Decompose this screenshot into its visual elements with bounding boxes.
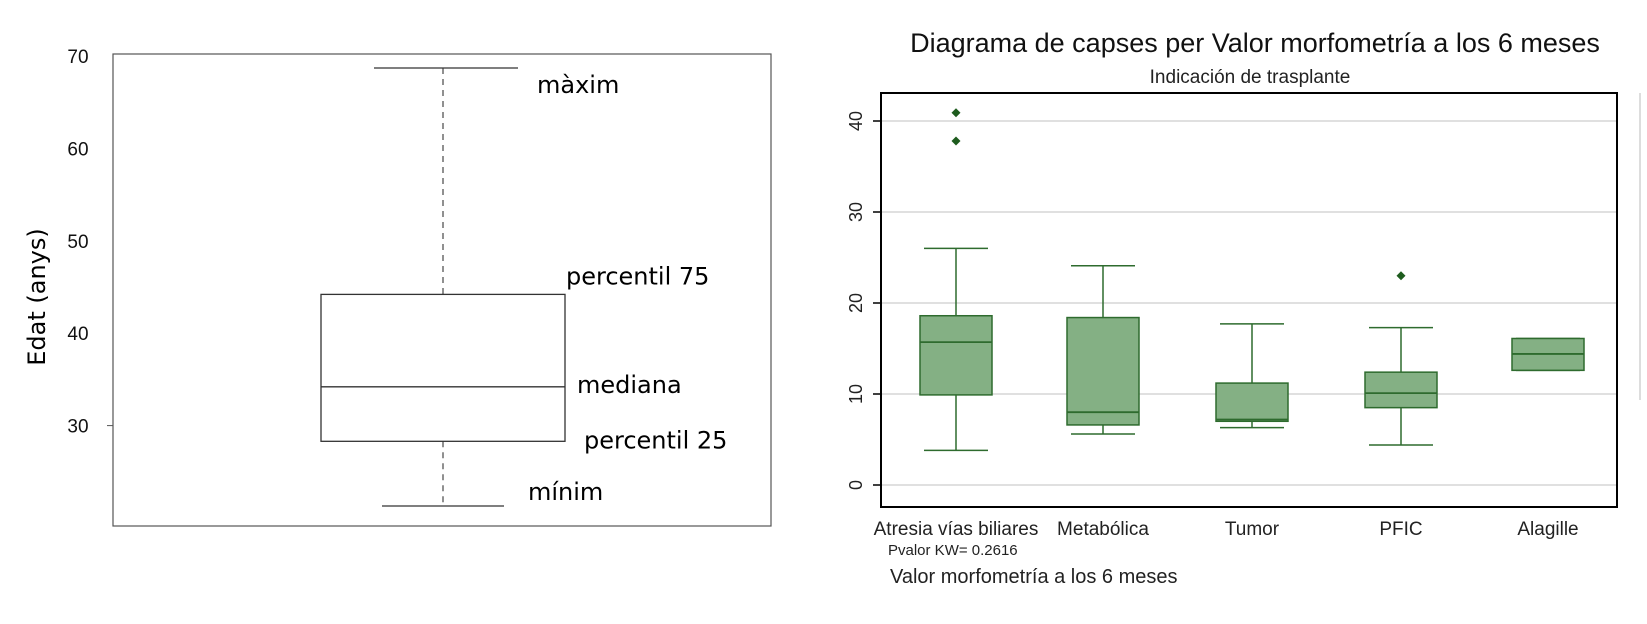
- right-pvalue-note: Pvalor KW= 0.2616: [888, 542, 1018, 559]
- right-box-iqr: [1067, 318, 1139, 425]
- right-x-categories: Atresia vías biliares Metabólica Tumor PFIC…: [874, 519, 1579, 540]
- left-annotation-q3: percentil 75: [566, 262, 709, 290]
- left-y-tick-label: 60: [67, 139, 88, 160]
- right-box-group: [920, 108, 992, 450]
- right-chart-title: Diagrama de capses per Valor morfometría…: [910, 28, 1600, 58]
- right-box-iqr: [1365, 372, 1437, 407]
- right-y-tick-label: 20: [846, 293, 866, 313]
- right-box-group: [1067, 266, 1139, 434]
- right-box-group: [1365, 271, 1437, 445]
- right-x-category-label: Alagille: [1517, 519, 1578, 540]
- left-y-tick-label: 70: [67, 47, 88, 68]
- right-box-group: [1512, 338, 1584, 370]
- right-box-iqr: [920, 316, 992, 395]
- right-box-iqr: [1216, 383, 1288, 421]
- right-plot-frame: [881, 93, 1617, 507]
- left-chart: Edat (anys) 30 40 50 60 70 màxim percentil 75…: [23, 47, 771, 526]
- right-outlier-point: [952, 108, 961, 117]
- right-y-ticks: 0 10 20 30 40: [846, 111, 881, 490]
- left-annotation-median: mediana: [577, 371, 682, 399]
- right-x-axis-label: Valor morfometría a los 6 meses: [890, 566, 1178, 588]
- right-x-category-label: Atresia vías biliares: [874, 519, 1039, 540]
- left-y-tick-label: 50: [67, 232, 88, 253]
- left-box-iqr: [321, 294, 565, 441]
- right-x-category-label: Tumor: [1225, 519, 1280, 540]
- right-box-group: [1216, 324, 1288, 428]
- right-y-tick-label: 30: [846, 202, 866, 222]
- left-y-ticks: 30 40 50 60 70: [67, 47, 113, 438]
- left-y-tick-label: 40: [67, 324, 88, 345]
- right-outlier-point: [952, 137, 961, 146]
- left-annotation-q1: percentil 25: [584, 426, 727, 454]
- left-annotation-min: mínim: [528, 478, 603, 506]
- right-y-tick-label: 10: [846, 384, 866, 404]
- right-y-tick-label: 0: [846, 480, 866, 490]
- left-annotation-max: màxim: [537, 71, 619, 99]
- left-y-tick-label: 30: [67, 417, 88, 438]
- right-y-tick-label: 40: [846, 111, 866, 131]
- right-x-category-label: PFIC: [1379, 519, 1422, 540]
- left-y-axis-label: Edat (anys): [23, 228, 51, 366]
- right-boxplots: [920, 108, 1584, 450]
- right-chart: Diagrama de capses per Valor morfometría…: [846, 28, 1640, 588]
- right-x-category-label: Metabólica: [1057, 519, 1149, 540]
- right-outlier-point: [1397, 271, 1406, 280]
- right-gridlines: [881, 121, 1617, 485]
- right-chart-subtitle: Indicación de trasplante: [1150, 67, 1351, 88]
